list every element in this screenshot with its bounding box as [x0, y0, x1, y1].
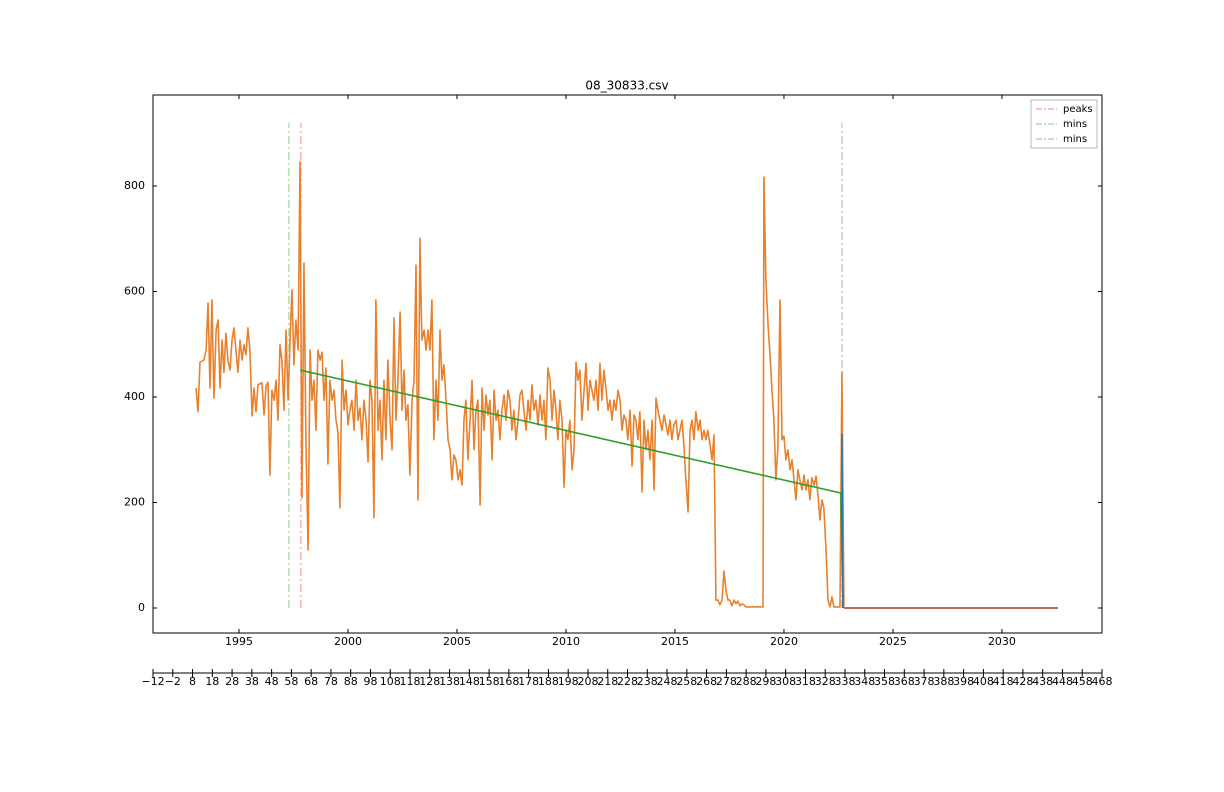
y-tick-label: 0: [138, 601, 145, 614]
x2-tick-label: 338: [834, 675, 855, 688]
y-tick-label: 600: [124, 284, 145, 297]
y-tick-label: 200: [124, 495, 145, 508]
legend-label: mins: [1063, 119, 1087, 130]
x2-tick-label: 138: [439, 675, 460, 688]
x2-tick-label: 18: [205, 675, 219, 688]
x2-tick-label: 178: [518, 675, 539, 688]
x2-tick-label: 8: [189, 675, 196, 688]
x2-tick-label: 318: [795, 675, 816, 688]
x2-tick-label: 378: [914, 675, 935, 688]
x2-tick-label: 368: [894, 675, 915, 688]
x-tick-label: 2020: [770, 635, 798, 648]
series-line: [195, 160, 845, 608]
x2-tick-label: 458: [1072, 675, 1093, 688]
x-tick-label: 2025: [879, 635, 907, 648]
x2-tick-label: 408: [973, 675, 994, 688]
x2-tick-label: 118: [400, 675, 421, 688]
x2-tick-label: 418: [993, 675, 1014, 688]
x-tick-label: 1995: [225, 635, 253, 648]
x2-tick-label: 28: [225, 675, 239, 688]
x2-tick-label: 328: [815, 675, 836, 688]
y-tick-label: 800: [124, 179, 145, 192]
chart-title: 08_30833.csv: [585, 79, 668, 93]
x2-tick-label: 108: [380, 675, 401, 688]
x2-tick-label: 258: [676, 675, 697, 688]
x2-tick-label: 58: [284, 675, 298, 688]
x2-tick-label: 38: [245, 675, 259, 688]
x2-tick-label: 298: [755, 675, 776, 688]
x2-tick-label: 358: [874, 675, 895, 688]
legend-box: [1030, 99, 1098, 149]
x2-tick-label: 128: [419, 675, 440, 688]
x2-tick-label: 208: [577, 675, 598, 688]
x2-tick-label: 188: [538, 675, 559, 688]
x2-tick-label: 248: [657, 675, 678, 688]
x2-tick-label: 348: [854, 675, 875, 688]
x2-tick-label: 68: [304, 675, 318, 688]
x2-tick-label: 198: [558, 675, 579, 688]
x-tick-label: 2000: [334, 635, 362, 648]
x2-tick-label: 278: [716, 675, 737, 688]
x2-tick-label: 438: [1032, 675, 1053, 688]
legend-label: peaks: [1063, 104, 1093, 115]
x2-tick-label: 288: [736, 675, 757, 688]
x2-tick-label: 158: [479, 675, 500, 688]
x2-tick-label: 428: [1012, 675, 1033, 688]
x2-tick-label: 78: [324, 675, 338, 688]
x2-tick-label: 468: [1092, 675, 1113, 688]
x2-tick-label: 398: [953, 675, 974, 688]
x2-tick-label: 218: [597, 675, 618, 688]
x2-tick-label: 388: [933, 675, 954, 688]
series-line: [841, 433, 844, 609]
x2-tick-label: 88: [344, 675, 358, 688]
x2-tick-label: 48: [265, 675, 279, 688]
x2-tick-label: 168: [498, 675, 519, 688]
x-tick-label: 2005: [443, 635, 471, 648]
x2-tick-label: 98: [363, 675, 377, 688]
series-line: [299, 369, 844, 609]
plot-frame: [152, 94, 1103, 634]
legend-label: mins: [1063, 134, 1087, 145]
x2-tick-label: 448: [1052, 675, 1073, 688]
x2-tick-label: 268: [696, 675, 717, 688]
x2-tick-label: 308: [775, 675, 796, 688]
y-tick-label: 400: [124, 390, 145, 403]
x-tick-label: 2015: [661, 635, 689, 648]
x2-tick-label: 148: [459, 675, 480, 688]
x2-tick-label: 228: [617, 675, 638, 688]
x-tick-label: 2030: [988, 635, 1016, 648]
x2-tick-label: 238: [637, 675, 658, 688]
x2-tick-label: −2: [165, 675, 181, 688]
x-tick-label: 2010: [552, 635, 580, 648]
x2-tick-label: −12: [141, 675, 164, 688]
